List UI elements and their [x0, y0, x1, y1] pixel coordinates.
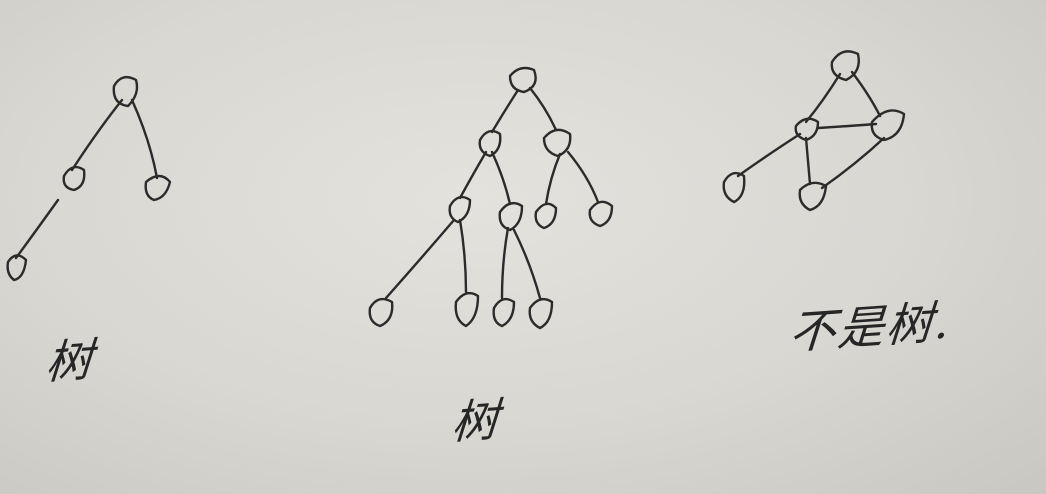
edge [816, 122, 878, 130]
edge [458, 218, 468, 294]
edge [566, 150, 600, 204]
node [368, 297, 394, 328]
edge [850, 70, 882, 118]
node [6, 254, 28, 282]
node [478, 129, 502, 158]
edge [512, 228, 542, 300]
edge [458, 150, 488, 200]
node [112, 75, 139, 108]
node [794, 117, 820, 142]
edge [500, 226, 510, 300]
graph-diagram-right [722, 50, 906, 212]
node [542, 128, 572, 158]
edge [14, 198, 60, 260]
edge [544, 152, 562, 206]
edge [820, 136, 886, 190]
node [798, 181, 828, 212]
node [144, 174, 172, 202]
node [722, 171, 746, 204]
caption-tree-middle: 树 [449, 392, 503, 450]
node [508, 66, 537, 94]
caption-tree-left: 树 [43, 332, 97, 390]
node [830, 50, 860, 82]
edge [736, 132, 802, 178]
edge [490, 150, 512, 206]
edge [384, 218, 456, 300]
tree-diagram-middle [368, 66, 614, 330]
node [870, 109, 906, 142]
node [528, 297, 554, 330]
node [492, 297, 516, 328]
node [498, 201, 524, 232]
edge [70, 98, 124, 172]
node [534, 202, 558, 230]
edge [528, 86, 558, 132]
edge [490, 88, 520, 134]
node [588, 200, 614, 228]
edge [804, 72, 842, 124]
node [448, 195, 472, 224]
caption-not-tree: 不是树. [787, 294, 954, 360]
node [62, 165, 86, 192]
edge [130, 98, 159, 180]
tree-diagram-left [6, 75, 172, 282]
edge [804, 136, 812, 186]
node [454, 291, 480, 328]
